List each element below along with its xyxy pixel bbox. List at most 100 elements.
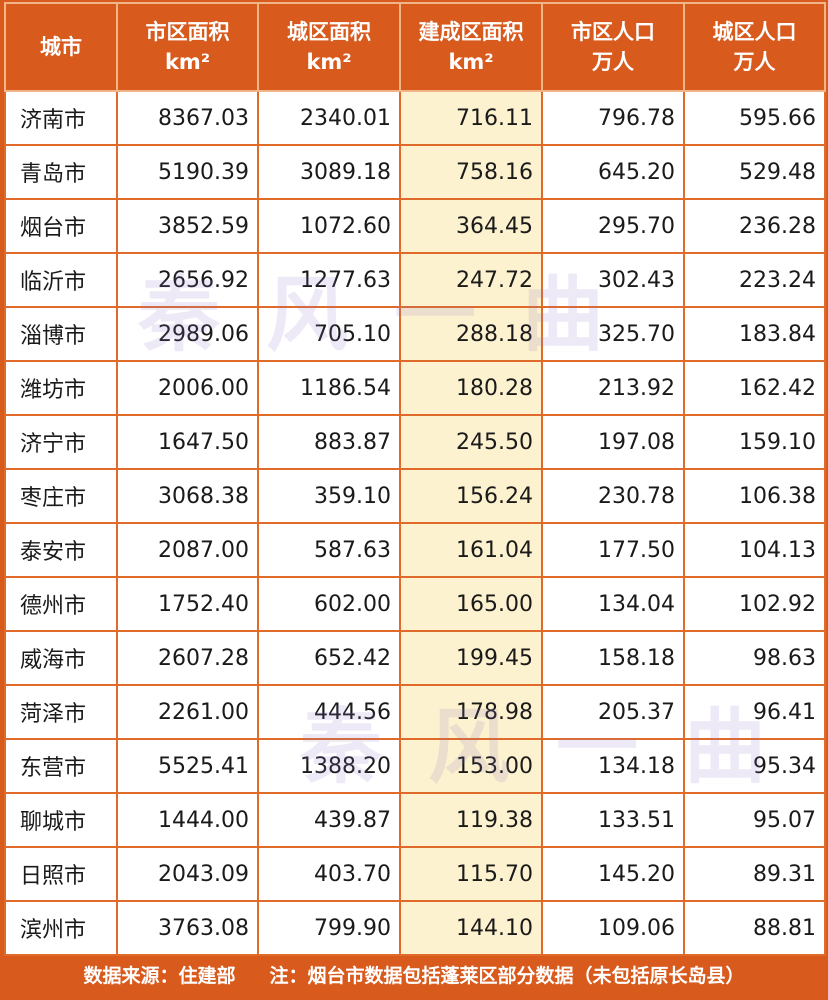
- table-row: 临沂市 2656.92 1277.63 247.72 302.43 223.24: [4, 252, 826, 308]
- table-row: 泰安市 2087.00 587.63 161.04 177.50 104.13: [4, 522, 826, 578]
- data-cell: 595.66: [683, 90, 826, 146]
- table-footer: 数据来源：住建部 注：烟台市数据包括蓬莱区部分数据（未包括原长岛县）: [0, 950, 828, 998]
- data-cell: 161.04: [399, 522, 543, 578]
- data-cell: 1072.60: [257, 198, 401, 254]
- column-header-title: 市区面积: [145, 20, 230, 44]
- table-row: 聊城市 1444.00 439.87 119.38 133.51 95.07: [4, 792, 826, 848]
- data-cell: 247.72: [399, 252, 543, 308]
- column-header: 城区人口 万人: [683, 2, 826, 92]
- table-row: 滨州市 3763.08 799.90 144.10 109.06 88.81: [4, 900, 826, 956]
- table-row: 东营市 5525.41 1388.20 153.00 134.18 95.34: [4, 738, 826, 794]
- data-cell: 602.00: [257, 576, 401, 632]
- data-cell: 115.70: [399, 846, 543, 902]
- column-header-title: 城区人口: [712, 20, 797, 44]
- data-cell: 165.00: [399, 576, 543, 632]
- data-cell: 1388.20: [257, 738, 401, 794]
- table-row: 枣庄市 3068.38 359.10 156.24 230.78 106.38: [4, 468, 826, 524]
- city-name-cell: 德州市: [4, 576, 118, 632]
- data-cell: 89.31: [683, 846, 826, 902]
- data-cell: 288.18: [399, 306, 543, 362]
- city-name-cell: 济南市: [4, 90, 118, 146]
- data-cell: 199.45: [399, 630, 543, 686]
- data-cell: 2656.92: [116, 252, 259, 308]
- data-cell: 98.63: [683, 630, 826, 686]
- table-row: 济南市 8367.03 2340.01 716.11 796.78 595.66: [4, 90, 826, 146]
- data-cell: 236.28: [683, 198, 826, 254]
- column-header-unit: km²: [164, 50, 211, 74]
- data-cell: 403.70: [257, 846, 401, 902]
- data-cell: 178.98: [399, 684, 543, 740]
- data-cell: 439.87: [257, 792, 401, 848]
- data-cell: 133.51: [541, 792, 685, 848]
- column-header-title: 建成区面积: [418, 20, 524, 44]
- data-cell: 183.84: [683, 306, 826, 362]
- column-header: 城市: [4, 2, 118, 92]
- header-row: 城市 市区面积 km² 城区面积 km² 建成区面积 km² 市区人口 万人 城区人口 万人: [4, 2, 826, 92]
- data-cell: 104.13: [683, 522, 826, 578]
- data-cell: 2989.06: [116, 306, 259, 362]
- data-cell: 205.37: [541, 684, 685, 740]
- footnote: 注：烟台市数据包括蓬莱区部分数据（未包括原长岛县）: [269, 964, 745, 987]
- table-row: 威海市 2607.28 652.42 199.45 158.18 98.63: [4, 630, 826, 686]
- data-cell: 796.78: [541, 90, 685, 146]
- data-cell: 96.41: [683, 684, 826, 740]
- data-cell: 95.34: [683, 738, 826, 794]
- data-cell: 5190.39: [116, 144, 259, 200]
- data-cell: 652.42: [257, 630, 401, 686]
- data-cell: 88.81: [683, 900, 826, 956]
- city-name-cell: 淄博市: [4, 306, 118, 362]
- city-data-table: 城市 市区面积 km² 城区面积 km² 建成区面积 km² 市区人口 万人 城区人口 万人 济南市…: [4, 2, 826, 956]
- data-cell: 3068.38: [116, 468, 259, 524]
- data-cell: 158.18: [541, 630, 685, 686]
- data-cell: 799.90: [257, 900, 401, 956]
- table-row: 淄博市 2989.06 705.10 288.18 325.70 183.84: [4, 306, 826, 362]
- data-cell: 2043.09: [116, 846, 259, 902]
- data-cell: 213.92: [541, 360, 685, 416]
- data-cell: 144.10: [399, 900, 543, 956]
- data-cell: 153.00: [399, 738, 543, 794]
- data-cell: 3852.59: [116, 198, 259, 254]
- data-cell: 2340.01: [257, 90, 401, 146]
- table-row: 潍坊市 2006.00 1186.54 180.28 213.92 162.42: [4, 360, 826, 416]
- data-cell: 134.18: [541, 738, 685, 794]
- city-name-cell: 枣庄市: [4, 468, 118, 524]
- city-name-cell: 烟台市: [4, 198, 118, 254]
- data-cell: 223.24: [683, 252, 826, 308]
- data-cell: 197.08: [541, 414, 685, 470]
- data-cell: 159.10: [683, 414, 826, 470]
- data-cell: 444.56: [257, 684, 401, 740]
- data-cell: 8367.03: [116, 90, 259, 146]
- data-cell: 3089.18: [257, 144, 401, 200]
- column-header-unit: 万人: [733, 50, 776, 74]
- data-cell: 2006.00: [116, 360, 259, 416]
- data-cell: 102.92: [683, 576, 826, 632]
- data-cell: 145.20: [541, 846, 685, 902]
- data-cell: 1647.50: [116, 414, 259, 470]
- city-name-cell: 济宁市: [4, 414, 118, 470]
- city-name-cell: 菏泽市: [4, 684, 118, 740]
- table-row: 菏泽市 2261.00 444.56 178.98 205.37 96.41: [4, 684, 826, 740]
- column-header: 建成区面积 km²: [399, 2, 543, 92]
- column-header-unit: km²: [306, 50, 352, 74]
- column-header-unit: 万人: [592, 50, 634, 74]
- data-cell: 295.70: [541, 198, 685, 254]
- data-cell: 529.48: [683, 144, 826, 200]
- data-cell: 758.16: [399, 144, 543, 200]
- data-cell: 364.45: [399, 198, 543, 254]
- data-cell: 2607.28: [116, 630, 259, 686]
- table-row: 济宁市 1647.50 883.87 245.50 197.08 159.10: [4, 414, 826, 470]
- data-cell: 705.10: [257, 306, 401, 362]
- table-row: 青岛市 5190.39 3089.18 758.16 645.20 529.48: [4, 144, 826, 200]
- city-name-cell: 青岛市: [4, 144, 118, 200]
- city-name-cell: 临沂市: [4, 252, 118, 308]
- city-name-cell: 日照市: [4, 846, 118, 902]
- data-cell: 106.38: [683, 468, 826, 524]
- data-cell: 1752.40: [116, 576, 259, 632]
- data-cell: 162.42: [683, 360, 826, 416]
- column-header-unit: km²: [448, 50, 494, 74]
- data-cell: 1186.54: [257, 360, 401, 416]
- data-cell: 180.28: [399, 360, 543, 416]
- city-name-cell: 泰安市: [4, 522, 118, 578]
- data-cell: 1277.63: [257, 252, 401, 308]
